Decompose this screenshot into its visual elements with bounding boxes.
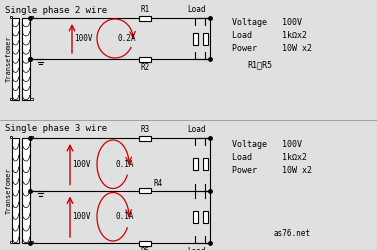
Text: Load: Load	[188, 247, 206, 250]
Text: Power     10W x2: Power 10W x2	[232, 44, 312, 53]
Bar	[9, 136, 12, 138]
Bar	[30, 136, 32, 138]
Text: R1: R1	[140, 5, 150, 14]
Bar	[139, 240, 151, 246]
Text: Power     10W x2: Power 10W x2	[232, 166, 312, 175]
Text: as76.net: as76.net	[273, 229, 310, 238]
Text: Transefomer: Transefomer	[6, 167, 12, 214]
Text: 0.2A: 0.2A	[118, 34, 136, 43]
Bar	[193, 32, 198, 44]
Text: Load: Load	[188, 125, 206, 134]
Bar	[139, 188, 151, 193]
Text: R3: R3	[140, 125, 150, 134]
Bar	[202, 32, 207, 44]
Text: Single phase 2 wire: Single phase 2 wire	[5, 6, 107, 15]
Bar	[12, 18, 19, 100]
Bar	[9, 98, 12, 100]
Text: R4: R4	[153, 180, 162, 188]
Text: R2: R2	[140, 63, 150, 72]
Text: Load: Load	[188, 5, 206, 14]
Text: Voltage   100V: Voltage 100V	[232, 140, 302, 149]
Bar	[30, 98, 32, 100]
Text: Load      1kΩx2: Load 1kΩx2	[232, 31, 307, 40]
Text: Transefomer: Transefomer	[6, 36, 12, 82]
Text: R1～R5: R1～R5	[247, 60, 272, 69]
Text: 100V: 100V	[72, 160, 90, 169]
Bar	[9, 240, 12, 243]
Bar	[202, 211, 207, 223]
Bar	[22, 18, 30, 100]
Text: 0.1A: 0.1A	[116, 212, 135, 221]
Bar	[193, 158, 198, 170]
Bar	[202, 158, 207, 170]
Text: Load      1kΩx2: Load 1kΩx2	[232, 153, 307, 162]
Bar	[30, 240, 32, 243]
Bar	[30, 16, 32, 18]
Bar	[139, 136, 151, 140]
Bar	[22, 138, 30, 243]
Bar	[193, 211, 198, 223]
Bar	[9, 16, 12, 18]
Text: R5: R5	[140, 247, 150, 250]
Text: 0.1A: 0.1A	[116, 160, 135, 169]
Text: Single phase 3 wire: Single phase 3 wire	[5, 124, 107, 133]
Bar	[12, 138, 19, 243]
Text: 100V: 100V	[74, 34, 92, 43]
Text: 100V: 100V	[72, 212, 90, 221]
Bar	[139, 56, 151, 62]
Bar	[139, 16, 151, 20]
Text: Voltage   100V: Voltage 100V	[232, 18, 302, 27]
